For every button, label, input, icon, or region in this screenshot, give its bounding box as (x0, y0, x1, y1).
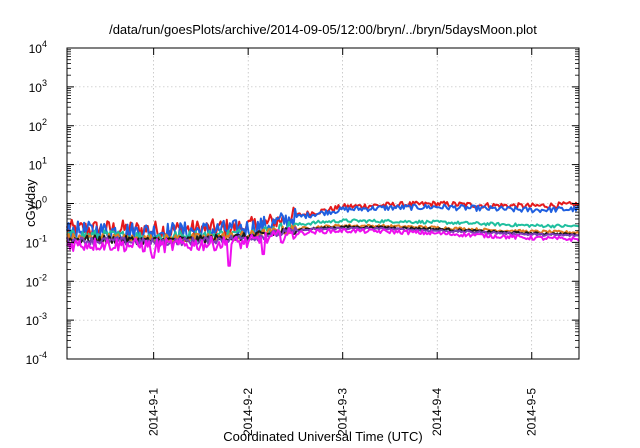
y-tick-base: 10 (29, 120, 43, 134)
series-line-7 (66, 227, 580, 267)
y-tick-base: 10 (29, 198, 43, 212)
y-tick-label: 10-4 (26, 350, 47, 367)
y-tick-base: 10 (29, 159, 43, 173)
y-tick-label: 103 (29, 78, 47, 95)
y-tick-exponent: 1 (42, 156, 47, 166)
y-tick-base: 10 (29, 42, 43, 56)
y-tick-base: 10 (26, 314, 40, 328)
x-tick-label: 2014-9-2 (241, 388, 255, 436)
y-tick-exponent: 2 (42, 117, 47, 127)
y-tick-exponent: 4 (42, 39, 47, 49)
series-line-2 (66, 203, 580, 242)
y-tick-base: 10 (26, 236, 40, 250)
x-tick-labels: 2014-9-1 2014-9-2 2014-9-3 2014-9-4 2014-9-5 (147, 388, 539, 436)
y-tick-exponent: -3 (39, 311, 47, 321)
y-tick-exponent: 0 (42, 195, 47, 205)
y-axis-label: cGy/day (23, 179, 38, 227)
series-group (66, 200, 580, 267)
y-tick-label: 102 (29, 117, 47, 134)
y-tick-base: 10 (26, 275, 40, 289)
series-line-6 (66, 226, 580, 247)
x-tick-label: 2014-9-3 (336, 388, 350, 436)
y-tick-label: 10-2 (26, 272, 47, 289)
y-tick-exponent: -2 (39, 272, 47, 282)
y-tick-exponent: 3 (42, 78, 47, 88)
axis-ticks (67, 47, 579, 360)
y-tick-base: 10 (29, 81, 43, 95)
x-tick-label: 2014-9-4 (430, 388, 444, 436)
y-tick-exponent: -4 (39, 350, 47, 360)
y-tick-label: 101 (29, 156, 47, 173)
y-tick-label: 10-3 (26, 311, 47, 328)
x-tick-label: 2014-9-1 (147, 388, 161, 436)
y-tick-label: 104 (29, 39, 47, 56)
y-tick-base: 10 (26, 353, 40, 367)
x-axis-label: Coordinated Universal Time (UTC) (223, 429, 422, 444)
y-tick-exponent: -1 (39, 233, 47, 243)
chart-title: /data/run/goesPlots/archive/2014-09-05/1… (109, 22, 537, 37)
y-tick-label: 100 (29, 195, 47, 212)
y-tick-label: 10-1 (26, 233, 47, 250)
x-tick-label: 2014-9-5 (525, 388, 539, 436)
grid (67, 48, 579, 359)
